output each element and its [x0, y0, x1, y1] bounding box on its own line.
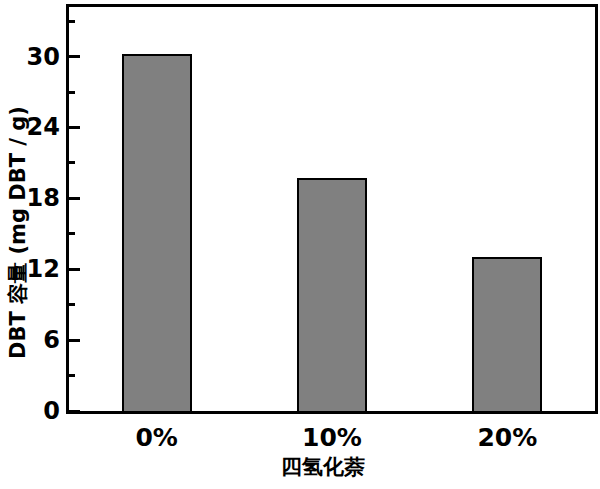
x-tick-label: 20%	[477, 425, 537, 450]
y-tick-label: 0	[12, 399, 60, 423]
y-major-tick-mark	[69, 339, 80, 342]
y-minor-tick-mark	[69, 303, 75, 306]
y-major-tick-mark	[69, 126, 80, 129]
y-tick-label: 18	[12, 186, 60, 210]
bar-20pct	[472, 257, 542, 411]
y-minor-tick-mark	[69, 232, 75, 235]
y-axis-title: DBT 容量 (mg DBT / g)	[0, 25, 36, 439]
x-tick-label: 0%	[135, 425, 177, 450]
y-tick-label: 24	[12, 115, 60, 139]
y-tick-label: 30	[12, 45, 60, 69]
y-major-tick-mark	[69, 55, 80, 58]
bar-10pct	[297, 178, 367, 411]
y-minor-tick-mark	[69, 20, 75, 23]
y-tick-label: 12	[12, 257, 60, 281]
bar-0pct	[122, 54, 192, 411]
y-tick-label: 6	[12, 328, 60, 352]
bar-chart-figure: DBT 容量 (mg DBT / g) 0612182430 0%10%20% …	[0, 0, 600, 489]
y-minor-tick-mark	[69, 161, 75, 164]
x-axis-title: 四氢化萘	[281, 457, 365, 478]
y-axis-title-text: DBT 容量 (mg DBT / g)	[8, 106, 29, 359]
y-major-tick-mark	[69, 268, 80, 271]
x-tick-label: 10%	[302, 425, 362, 450]
y-minor-tick-mark	[69, 374, 75, 377]
y-major-tick-mark	[69, 410, 80, 413]
plot-area	[66, 4, 598, 414]
plot-inner	[69, 7, 595, 411]
y-major-tick-mark	[69, 197, 80, 200]
y-minor-tick-mark	[69, 91, 75, 94]
